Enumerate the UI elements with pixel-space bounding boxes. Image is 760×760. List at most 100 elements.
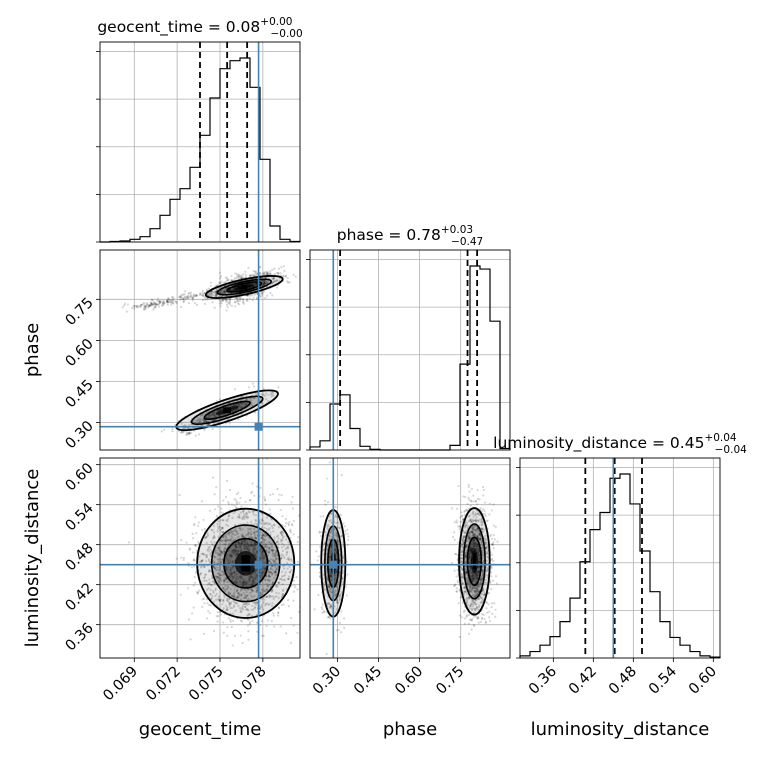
sample-point: [246, 542, 249, 545]
sample-point: [220, 302, 223, 305]
sample-point: [210, 584, 213, 587]
sample-point: [337, 521, 340, 524]
sample-point: [234, 547, 237, 550]
sample-point: [241, 641, 244, 645]
sample-point: [219, 291, 222, 295]
sample-point: [260, 551, 264, 555]
sample-point: [465, 598, 468, 601]
sample-point: [205, 535, 209, 538]
sample-point: [230, 573, 233, 576]
sample-point: [225, 608, 228, 612]
sample-point: [211, 427, 214, 431]
sample-point: [218, 281, 222, 284]
sample-point: [267, 528, 270, 531]
sample-point: [154, 304, 157, 307]
sample-point: [222, 289, 225, 292]
sample-point: [471, 599, 474, 602]
sample-point: [215, 415, 218, 418]
sample-point: [229, 559, 232, 562]
sample-point: [262, 601, 265, 604]
sample-point: [469, 567, 472, 571]
sample-point: [270, 395, 273, 398]
sample-point: [244, 544, 247, 548]
sample-point: [268, 272, 271, 275]
sample-point: [207, 546, 210, 549]
sample-point: [222, 599, 225, 602]
sample-point: [471, 547, 474, 550]
sample-point: [330, 521, 333, 524]
sample-point: [252, 548, 255, 551]
sample-point: [197, 417, 200, 420]
sample-point: [212, 411, 216, 414]
sample-point: [223, 288, 227, 291]
sample-point: [338, 596, 341, 599]
sample-point: [476, 497, 479, 501]
sample-point: [490, 565, 493, 568]
sample-point: [215, 486, 218, 489]
sample-point: [199, 417, 202, 420]
sample-point: [270, 573, 274, 576]
sample-point: [154, 302, 157, 305]
sample-point: [265, 596, 268, 599]
sample-point: [265, 534, 268, 537]
sample-point: [239, 580, 242, 583]
sample-point: [266, 294, 269, 297]
sample-point: [246, 548, 249, 551]
sample-point: [259, 575, 262, 578]
sample-point: [254, 572, 257, 575]
sample-point: [344, 530, 347, 533]
sample-point: [251, 589, 254, 592]
sample-point: [279, 508, 282, 512]
sample-point: [202, 576, 205, 580]
sample-point: [329, 605, 332, 608]
sample-point: [270, 620, 273, 623]
sample-point: [217, 614, 220, 618]
sample-point: [241, 535, 244, 538]
sample-point: [341, 577, 344, 580]
sample-point: [481, 575, 484, 578]
sample-point: [199, 572, 202, 575]
sample-point: [280, 578, 284, 582]
sample-point: [268, 550, 271, 553]
sample-point: [228, 554, 231, 557]
sample-point: [264, 270, 267, 274]
sample-point: [287, 558, 291, 562]
sample-point: [209, 284, 212, 288]
sample-point: [255, 575, 258, 579]
sample-point: [470, 549, 473, 552]
sample-point: [252, 544, 255, 547]
sample-point: [230, 404, 233, 408]
sample-point: [156, 303, 159, 306]
sample-point: [254, 578, 257, 581]
sample-point: [317, 581, 319, 583]
sample-point: [286, 599, 290, 602]
sample-point: [333, 577, 337, 580]
sample-point: [472, 525, 475, 528]
sample-point: [234, 288, 237, 291]
sample-point: [248, 622, 252, 625]
sample-point: [225, 479, 229, 482]
sample-point: [273, 561, 276, 565]
sample-point: [278, 577, 281, 581]
sample-point: [175, 300, 178, 303]
sample-point: [338, 598, 341, 602]
sample-point: [228, 561, 231, 564]
sample-point: [341, 576, 344, 579]
sample-point: [477, 616, 480, 620]
sample-point: [208, 413, 211, 416]
sample-point: [253, 542, 256, 545]
sample-point: [237, 596, 240, 599]
sample-point: [229, 289, 233, 292]
sample-point: [239, 609, 242, 612]
sample-point: [263, 273, 266, 276]
sample-point: [237, 577, 240, 581]
sample-point: [266, 578, 270, 581]
sample-point: [214, 550, 217, 553]
sample-point: [267, 583, 271, 586]
sample-point: [212, 591, 215, 594]
sample-point: [246, 541, 249, 545]
sample-point: [214, 588, 217, 592]
sample-point: [474, 603, 477, 606]
sample-point: [214, 508, 217, 511]
sample-point: [221, 551, 224, 554]
